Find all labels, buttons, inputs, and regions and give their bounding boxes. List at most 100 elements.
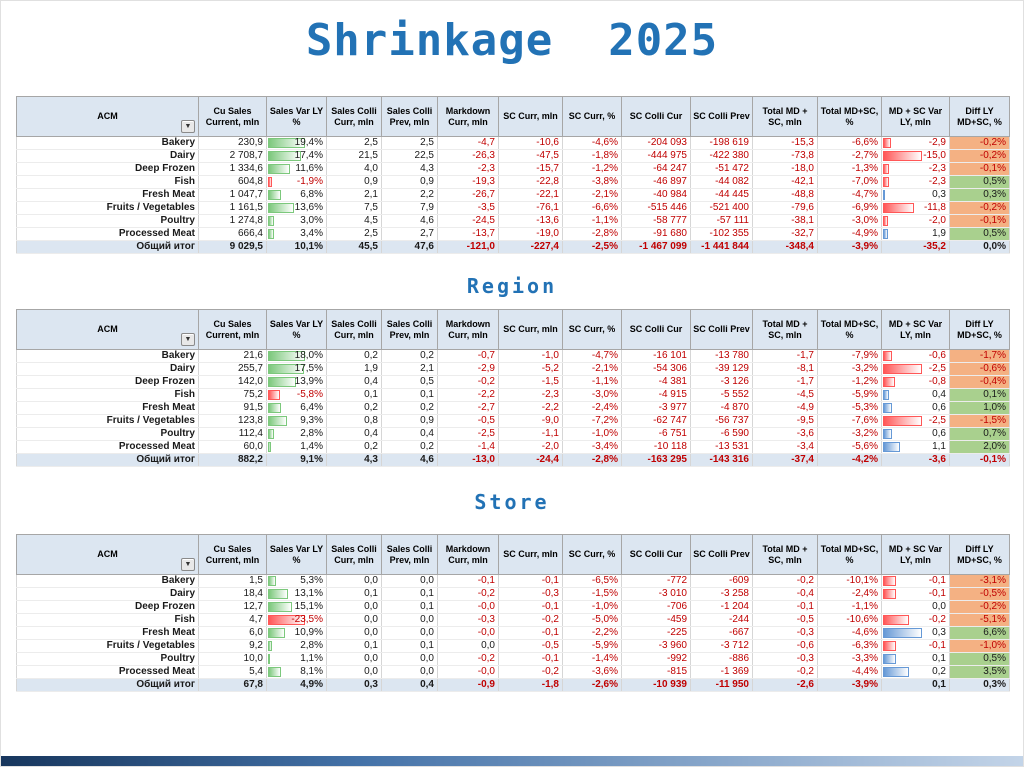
- acm-filter-dropdown-button[interactable]: ▼: [181, 558, 195, 571]
- table-cell: -4,6%: [562, 136, 622, 150]
- positive-databar: [883, 190, 885, 200]
- table-cell: -2,9: [881, 136, 950, 150]
- table-cell: 9,3%: [266, 414, 327, 428]
- data-table-total: ACM ▼ Cu Sales Current, mln Sales Var LY % S…: [16, 96, 1010, 254]
- table-cell: -6,9%: [817, 201, 882, 215]
- table-cell: 0,0: [381, 665, 438, 679]
- acm-filter-dropdown-button[interactable]: ▼: [181, 333, 195, 346]
- table-cell: 4,7: [198, 613, 267, 627]
- table-cell: 2,7: [381, 227, 438, 241]
- table-cell: -6,3%: [817, 639, 882, 653]
- table-cell: -1,5: [498, 375, 563, 389]
- table-cell: 1,0%: [949, 401, 1010, 415]
- table-cell: -0,5: [752, 613, 818, 627]
- acm-filter-dropdown-button[interactable]: ▼: [181, 120, 195, 133]
- table-cell: -1,2%: [562, 162, 622, 176]
- table-cell: -3,6: [752, 427, 818, 441]
- table-cell: -3,0%: [562, 388, 622, 402]
- table-cell: -3,5: [437, 201, 499, 215]
- table-row: Fresh Meat 91,5 6,4% 0,2 0,2 -2,7 -2,2 -2,4% -3 …: [16, 401, 1010, 415]
- table-cell: -0,2: [881, 613, 950, 627]
- column-header: Diff LY MD+SC, %: [949, 309, 1010, 350]
- table-cell: -2,1%: [562, 188, 622, 202]
- table-cell: -10,6%: [817, 613, 882, 627]
- table-row: Deep Frozen 142,0 13,9% 0,4 0,5 -0,2 -1,5 -1,1%…: [16, 375, 1010, 389]
- column-header: Sales Colli Prev, mln: [381, 96, 438, 137]
- table-cell: 0,9: [381, 175, 438, 189]
- table-cell: -40 984: [621, 188, 691, 202]
- table-cell: -5,0%: [562, 613, 622, 627]
- table-cell: -7,0%: [817, 175, 882, 189]
- table-cell: -3,3%: [817, 652, 882, 666]
- table-cell: 1 334,6: [198, 162, 267, 176]
- table-cell: -0,2%: [949, 136, 1010, 150]
- column-header: Cu Sales Current, mln: [198, 309, 267, 350]
- table-cell: -57 111: [690, 214, 753, 228]
- table-row: Fruits / Vegetables 123,8 9,3% 0,8 0,9 -0,5 -9…: [16, 414, 1010, 428]
- data-table-region: ACM ▼ Cu Sales Current, mln Sales Var LY % S…: [16, 309, 1010, 467]
- table-cell: -1,1%: [817, 600, 882, 614]
- table-cell: 0,3: [881, 188, 950, 202]
- table-cell: -4,9%: [817, 227, 882, 241]
- column-header: Markdown Curr, mln: [437, 96, 499, 137]
- table-cell: 13,1%: [266, 587, 327, 601]
- table-cell: -0,3: [437, 613, 499, 627]
- table-cell: 13,9%: [266, 375, 327, 389]
- table-row: Fruits / Vegetables 9,2 2,8% 0,1 0,1 0,0 -0,5-…: [16, 639, 1010, 653]
- column-header: SC Curr, %: [562, 309, 622, 350]
- table-cell: 6,0: [198, 626, 267, 640]
- table-cell: 10,1%: [266, 240, 327, 254]
- table-row: Fresh Meat 6,0 10,9% 0,0 0,0 -0,0 -0,1 -2,2% -22…: [16, 626, 1010, 640]
- table-cell: -0,1%: [949, 162, 1010, 176]
- table-cell: -1,0%: [562, 600, 622, 614]
- table-cell: -1 441 844: [690, 240, 753, 254]
- table-row: Deep Frozen 12,7 15,1% 0,0 0,1 -0,0 -0,1 -1,0% -…: [16, 600, 1010, 614]
- table-cell: -62 747: [621, 414, 691, 428]
- table-cell: -0,5%: [949, 587, 1010, 601]
- table-cell: -1,0%: [949, 639, 1010, 653]
- table-cell: -13 531: [690, 440, 753, 454]
- table-cell: 0,2: [381, 349, 438, 363]
- table-cell: -3,4: [752, 440, 818, 454]
- table-cell: 0,5%: [949, 652, 1010, 666]
- table-cell: -0,6: [752, 639, 818, 653]
- table-cell: -1,8%: [562, 149, 622, 163]
- negative-databar: [883, 351, 893, 361]
- table-cell: 0,4: [381, 427, 438, 441]
- table-cell: -4,7: [437, 136, 499, 150]
- table-cell: -10,1%: [817, 574, 882, 588]
- table-cell: -24,4: [498, 453, 563, 467]
- table-cell: -6,6%: [562, 201, 622, 215]
- table-cell: -0,6: [881, 349, 950, 363]
- row-label: Fruits / Vegetables: [16, 639, 199, 653]
- row-label: Fruits / Vegetables: [16, 201, 199, 215]
- table-cell: 230,9: [198, 136, 267, 150]
- table-row: Fish 4,7 -23,5% 0,0 0,0 -0,3 -0,2 -5,0% -459 -244…: [16, 613, 1010, 627]
- table-cell: -3,2%: [817, 427, 882, 441]
- table-cell: -163 295: [621, 453, 691, 467]
- table-cell: 0,5%: [949, 227, 1010, 241]
- table-cell: 22,5: [381, 149, 438, 163]
- table-cell: -4 915: [621, 388, 691, 402]
- table-cell: -1,0: [498, 349, 563, 363]
- table-cell: 0,4: [381, 678, 438, 692]
- table-cell: 2,5: [326, 136, 382, 150]
- table-cell: 21,6: [198, 349, 267, 363]
- table-cell: -4,5: [752, 388, 818, 402]
- table-cell: 11,6%: [266, 162, 327, 176]
- negative-databar: [883, 615, 909, 625]
- table-cell: 0,9: [381, 414, 438, 428]
- table-cell: -2,4%: [817, 587, 882, 601]
- positive-databar: [268, 589, 289, 599]
- table-cell: 0,5%: [949, 175, 1010, 189]
- row-label: Processed Meat: [16, 227, 199, 241]
- table-cell: -0,8: [881, 375, 950, 389]
- table-cell: -2,5: [881, 414, 950, 428]
- column-header: SC Colli Cur: [621, 96, 691, 137]
- table-cell: 4,5: [326, 214, 382, 228]
- table-cell: 0,0: [381, 626, 438, 640]
- table-cell: 0,2: [326, 401, 382, 415]
- table-cell: 142,0: [198, 375, 267, 389]
- table-cell: -91 680: [621, 227, 691, 241]
- table-cell: -2,2: [498, 401, 563, 415]
